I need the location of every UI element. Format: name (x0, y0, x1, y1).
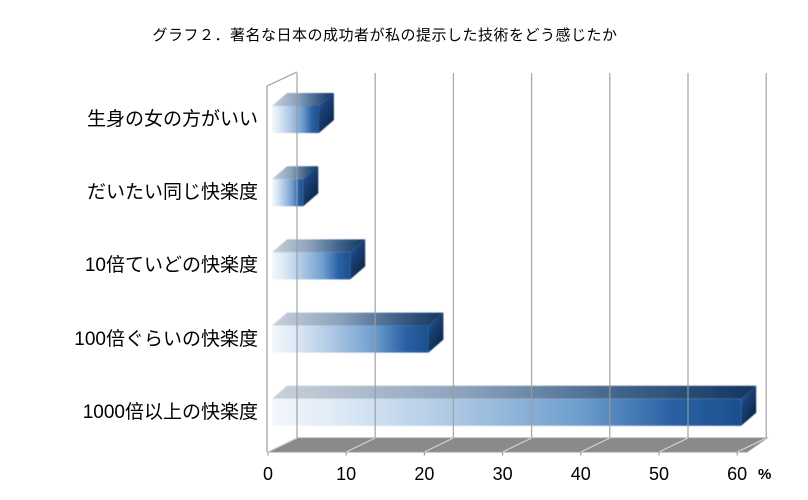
bar-front-face (272, 252, 351, 280)
bar-end-cap (303, 166, 319, 207)
bar-2 (272, 239, 366, 280)
value-tick-label: 0 (262, 464, 273, 484)
bar-top-face (272, 385, 757, 399)
wall-corner-edge (266, 71, 298, 87)
floor-gridline (345, 437, 376, 453)
bar-front-face (272, 325, 429, 353)
bar-front-face (272, 179, 304, 207)
value-tick-label: 10 (336, 464, 357, 484)
value-tick-label: 40 (570, 464, 591, 484)
bar-4 (272, 385, 757, 426)
value-tick-label: 20 (414, 464, 435, 484)
category-label: 生身の女の方がいい (86, 109, 258, 130)
floor-gridline (736, 437, 767, 453)
bar-end-cap (428, 312, 444, 353)
bar-1 (272, 166, 319, 207)
floor-gridline (267, 437, 298, 453)
floor-gridline (424, 437, 454, 453)
value-tick-label: 30 (492, 464, 513, 484)
bar-top-face (272, 93, 334, 106)
bar-3 (272, 312, 444, 353)
category-label: 10倍ていどの快楽度 (84, 255, 258, 277)
chart-title: グラフ２．著名な日本の成功者が私の提示した技術をどう感じたか (152, 27, 618, 44)
bar-end-cap (741, 385, 757, 426)
bar-top-face (272, 166, 319, 180)
floor-gridline (658, 437, 689, 453)
axis-unit-label: % (758, 466, 772, 483)
category-label: 1000倍以上の快楽度 (82, 401, 258, 423)
category-label: だいたい同じ快楽度 (86, 182, 258, 204)
floor-gridline (502, 437, 532, 453)
bar-front-face (272, 398, 742, 426)
category-label: 100倍ぐらいの快楽度 (74, 328, 258, 350)
value-tick-label: 50 (648, 464, 670, 484)
value-tick-label: 60 (727, 464, 748, 484)
bar-front-face (272, 106, 319, 133)
bar-end-cap (350, 239, 366, 280)
bar-top-face (272, 239, 366, 253)
floor-gridline (580, 437, 611, 453)
bar-top-face (272, 312, 444, 326)
bar-end-cap (318, 93, 334, 133)
bar-0 (272, 93, 334, 133)
